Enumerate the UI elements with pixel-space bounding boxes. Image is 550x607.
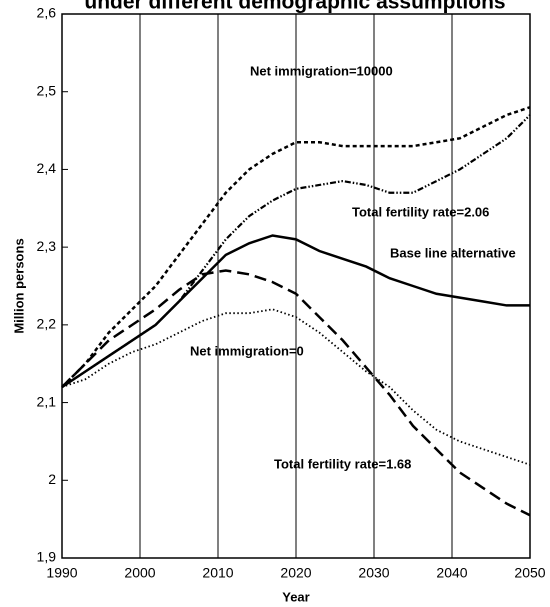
x-tick-label: 2020	[280, 565, 311, 581]
y-tick-label: 2,5	[37, 82, 57, 98]
y-axis-title: Million persons	[11, 238, 26, 333]
y-tick-label: 1,9	[37, 549, 57, 565]
series-label: Total fertility rate=1.68	[274, 456, 411, 471]
series-label: Net immigration=0	[190, 343, 304, 358]
y-tick-label: 2	[48, 471, 56, 487]
y-tick-label: 2,4	[37, 160, 57, 176]
series-line	[61, 234, 530, 389]
x-tick-label: 2030	[358, 565, 389, 581]
y-tick-label: 2,1	[37, 393, 57, 409]
x-tick-label: 2040	[436, 565, 467, 581]
series-line	[61, 269, 531, 517]
y-tick-label: 2,3	[37, 238, 57, 254]
series-label: Total fertility rate=2.06	[352, 204, 489, 219]
series-label: Base line alternative	[390, 245, 516, 260]
x-tick-label: 1990	[46, 565, 77, 581]
x-tick-label: 2050	[514, 565, 545, 581]
plot-frame	[61, 13, 531, 559]
y-tick-label: 2,6	[37, 5, 57, 21]
x-tick-label: 2000	[124, 565, 155, 581]
series-line	[61, 308, 531, 466]
series-line	[61, 106, 531, 388]
x-tick-label: 2010	[202, 565, 233, 581]
chart-title: under different demographic assumptions	[84, 0, 505, 14]
series-label: Net immigration=10000	[250, 63, 393, 78]
x-axis-title: Year	[282, 589, 309, 604]
y-tick-label: 2,2	[37, 316, 57, 332]
